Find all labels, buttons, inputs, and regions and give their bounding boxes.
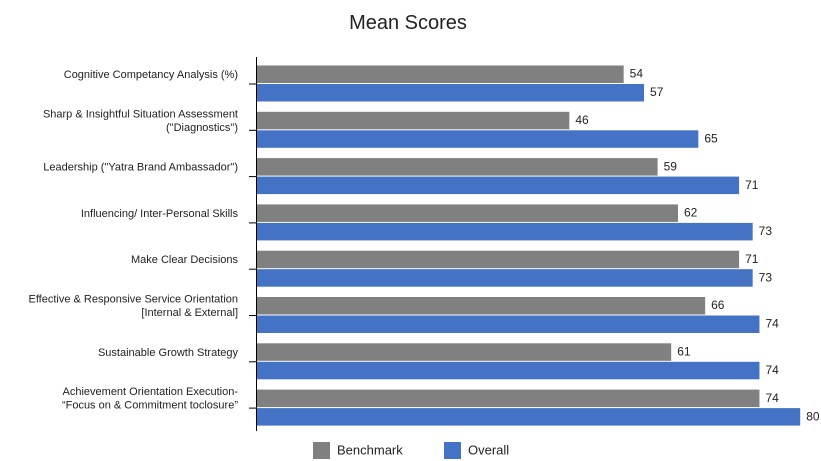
overall-bar	[257, 361, 760, 380]
category-label: [Internal & External]	[141, 307, 238, 319]
benchmark-legend-swatch	[313, 442, 330, 459]
category-label: Achievement Orientation Execution-	[63, 386, 239, 398]
benchmark-value-label: 74	[765, 391, 779, 405]
benchmark-value-label: 61	[677, 344, 691, 358]
overall-value-label: 73	[759, 270, 773, 284]
category-label: Effective & Responsive Service Orientati…	[28, 294, 238, 306]
overall-legend-swatch	[444, 442, 461, 459]
category-label: ("Diagnostics")	[166, 122, 238, 134]
benchmark-bar	[257, 111, 570, 130]
overall-bar	[257, 408, 801, 426]
benchmark-value-label: 66	[711, 298, 725, 312]
overall-value-label: 57	[650, 85, 664, 99]
benchmark-bar	[257, 250, 740, 269]
overall-bar	[257, 269, 753, 287]
category-label: Make Clear Decisions	[131, 254, 238, 266]
category-labels-group: Cognitive Competancy Analysis (%) Sharp &…	[28, 69, 238, 412]
overall-bar	[257, 315, 760, 333]
overall-bar	[257, 130, 699, 148]
benchmark-bar	[257, 204, 678, 222]
category-label: Cognitive Competancy Analysis (%)	[64, 69, 238, 81]
benchmark-value-label: 46	[575, 113, 589, 127]
benchmark-bar	[257, 343, 672, 361]
category-label: Leadership ("Yatra Brand Ambassador")	[43, 162, 238, 174]
overall-value-label: 73	[759, 224, 773, 238]
category-label: Sharp & Insightful Situation Assessment	[43, 108, 238, 120]
category-label: Influencing/ Inter-Personal Skills	[81, 208, 239, 220]
benchmark-bar	[257, 65, 624, 83]
benchmark-legend-label: Benchmark	[337, 442, 403, 457]
overall-value-label: 65	[704, 131, 718, 145]
category-label: “Focus on & Commitment toclosure”	[62, 400, 238, 412]
benchmark-bar	[257, 389, 760, 408]
overall-value-label: 71	[745, 178, 759, 192]
benchmark-value-label: 62	[684, 206, 698, 220]
overall-value-label: 80	[806, 409, 820, 423]
chart-title: Mean Scores	[349, 12, 467, 34]
legend: Benchmark Overall	[313, 442, 509, 459]
overall-legend-label: Overall	[468, 442, 509, 457]
y-axis-ticks	[249, 83, 257, 409]
category-label: Sustainable Growth Strategy	[98, 347, 239, 359]
benchmark-value-label: 54	[630, 67, 644, 81]
benchmark-value-label: 59	[664, 159, 678, 173]
benchmark-bar	[257, 297, 706, 315]
overall-bar	[257, 176, 740, 195]
overall-value-label: 74	[765, 363, 779, 377]
overall-bar	[257, 222, 753, 241]
overall-value-label: 74	[765, 317, 779, 331]
benchmark-bar	[257, 158, 658, 176]
benchmark-value-label: 71	[745, 252, 759, 266]
bars-group	[257, 65, 801, 426]
overall-bar	[257, 84, 645, 102]
